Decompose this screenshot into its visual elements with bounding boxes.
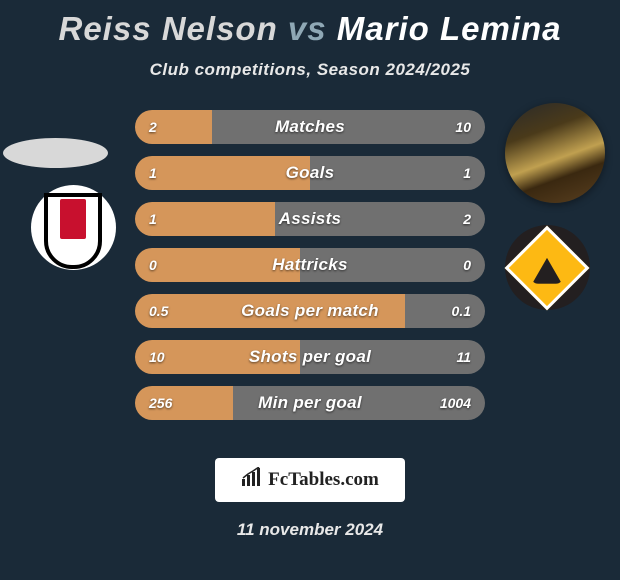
page-title: Reiss Nelson vs Mario Lemina bbox=[0, 10, 620, 48]
stat-row: Matches2 10 bbox=[135, 110, 485, 144]
stat-value-right: 10 bbox=[441, 110, 485, 144]
wolves-badge-icon bbox=[505, 225, 590, 310]
comparison-card: Reiss Nelson vs Mario Lemina Club compet… bbox=[0, 0, 620, 580]
subtitle: Club competitions, Season 2024/2025 bbox=[0, 60, 620, 80]
player1-club-badge bbox=[18, 185, 128, 270]
stat-row: Shots per goal10 11 bbox=[135, 340, 485, 374]
stat-value-right: 0.1 bbox=[438, 294, 485, 328]
comparison-area: Matches210Goals11Assists12Hattricks00Goa… bbox=[0, 110, 620, 440]
stat-row: Min per goal2561004 bbox=[135, 386, 485, 420]
footer-brand-logo: FcTables.com bbox=[215, 458, 405, 502]
stat-value-left: 10 bbox=[135, 340, 179, 374]
stat-value-left: 256 bbox=[135, 386, 186, 420]
title-player1: Reiss Nelson bbox=[58, 10, 277, 47]
stat-value-right: 2 bbox=[449, 202, 485, 236]
stat-value-left: 2 bbox=[135, 110, 171, 144]
stat-value-left: 1 bbox=[135, 202, 171, 236]
stat-label: Goals bbox=[135, 156, 485, 190]
stat-label: Shots per goal bbox=[135, 340, 485, 374]
stat-value-left: 0.5 bbox=[135, 294, 182, 328]
stat-row: Hattricks0 0 bbox=[135, 248, 485, 282]
fulham-badge-icon bbox=[31, 185, 116, 270]
stat-bars: Matches210Goals11Assists12Hattricks00Goa… bbox=[135, 110, 485, 432]
stat-row: Goals1 1 bbox=[135, 156, 485, 190]
oval-placeholder-icon bbox=[3, 138, 108, 168]
stat-label: Assists bbox=[135, 202, 485, 236]
player-photo-icon bbox=[505, 103, 605, 203]
date-label: 11 november 2024 bbox=[0, 520, 620, 540]
title-player2: Mario Lemina bbox=[337, 10, 562, 47]
stat-label: Matches bbox=[135, 110, 485, 144]
stat-value-left: 0 bbox=[135, 248, 171, 282]
stat-label: Hattricks bbox=[135, 248, 485, 282]
player2-avatar bbox=[500, 110, 610, 195]
stat-value-right: 1004 bbox=[426, 386, 485, 420]
footer-brand-text: FcTables.com bbox=[268, 469, 379, 491]
stat-value-right: 1 bbox=[449, 156, 485, 190]
title-vs: vs bbox=[288, 10, 327, 47]
stat-value-right: 0 bbox=[449, 248, 485, 282]
stat-row: Assists1 2 bbox=[135, 202, 485, 236]
player2-club-badge bbox=[492, 225, 602, 310]
player1-avatar bbox=[0, 110, 110, 195]
stat-value-right: 11 bbox=[442, 340, 485, 374]
stat-value-left: 1 bbox=[135, 156, 171, 190]
chart-icon bbox=[241, 467, 263, 493]
stat-row: Goals per match0.5 0.1 bbox=[135, 294, 485, 328]
stat-label: Goals per match bbox=[135, 294, 485, 328]
